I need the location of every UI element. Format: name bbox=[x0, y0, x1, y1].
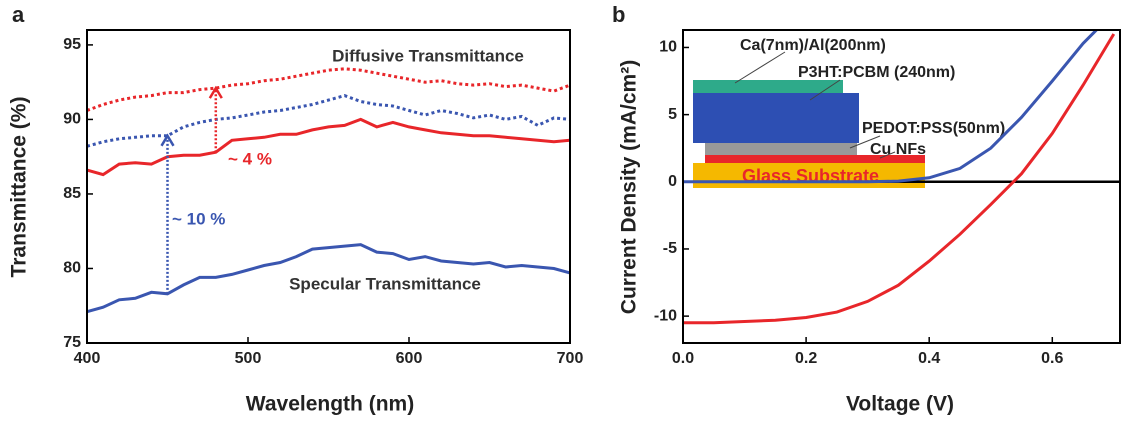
series-line bbox=[87, 94, 570, 148]
x-axis-label: Wavelength (nm) bbox=[246, 393, 414, 416]
leader-lines bbox=[734, 51, 896, 159]
x-tick-label: 0.0 bbox=[672, 350, 694, 367]
inset-label: P3HT:PCBM (240nm) bbox=[798, 64, 955, 81]
y-tick-label: 5 bbox=[668, 106, 677, 123]
x-tick-label: 0.4 bbox=[918, 350, 940, 367]
annotation: Diffusive Transmittance bbox=[332, 46, 524, 65]
y-tick-label: 85 bbox=[63, 185, 81, 202]
y-tick-label: -10 bbox=[654, 307, 677, 324]
x-tick-label: 500 bbox=[235, 350, 262, 367]
inset-label: PEDOT:PSS(50nm) bbox=[862, 120, 1005, 137]
y-tick-label: 80 bbox=[63, 260, 81, 277]
panel-label: b bbox=[612, 2, 625, 27]
x-tick-label: 700 bbox=[557, 350, 584, 367]
ca-layer bbox=[693, 80, 843, 93]
x-tick-label: 600 bbox=[396, 350, 423, 367]
x-axis-label: Voltage (V) bbox=[846, 393, 954, 416]
cu-layer bbox=[705, 155, 925, 163]
glass-layer bbox=[693, 163, 925, 188]
y-tick-label: 95 bbox=[63, 36, 81, 53]
series-line bbox=[87, 117, 570, 177]
y-axis-label: Current Density (mA/cm²) bbox=[618, 60, 641, 314]
p3ht-layer bbox=[693, 93, 859, 143]
y-tick-label: 75 bbox=[63, 334, 81, 351]
x-tick-label: 0.2 bbox=[795, 350, 817, 367]
y-tick-label: 10 bbox=[659, 39, 677, 56]
series-line bbox=[87, 67, 570, 112]
pedot-layer bbox=[705, 143, 857, 155]
annotation: ~ 10 % bbox=[172, 209, 225, 228]
series-line bbox=[683, 30, 1099, 184]
series-line bbox=[683, 33, 1116, 325]
panel-label: a bbox=[12, 2, 25, 27]
device-inset: Ca(7nm)/Al(200nm) P3HT:PCBM (240nm) PEDO… bbox=[693, 37, 1005, 188]
inset-label: Cu NFs bbox=[870, 141, 926, 158]
arrow-head bbox=[160, 133, 175, 147]
plot-frame bbox=[86, 29, 571, 344]
y-axis-label: Transmittance (%) bbox=[8, 97, 31, 278]
plot-frame bbox=[682, 29, 1121, 344]
y-tick-label: 90 bbox=[63, 111, 81, 128]
annotation: ~ 4 % bbox=[228, 149, 272, 168]
x-tick-label: 0.6 bbox=[1041, 350, 1063, 367]
x-tick-label: 400 bbox=[74, 350, 101, 367]
y-tick-label: -5 bbox=[663, 240, 677, 257]
inset-label: Ca(7nm)/Al(200nm) bbox=[740, 37, 886, 54]
annotation: Specular Transmittance bbox=[289, 274, 481, 293]
arrow-head bbox=[208, 85, 223, 99]
y-tick-label: 0 bbox=[668, 173, 677, 190]
